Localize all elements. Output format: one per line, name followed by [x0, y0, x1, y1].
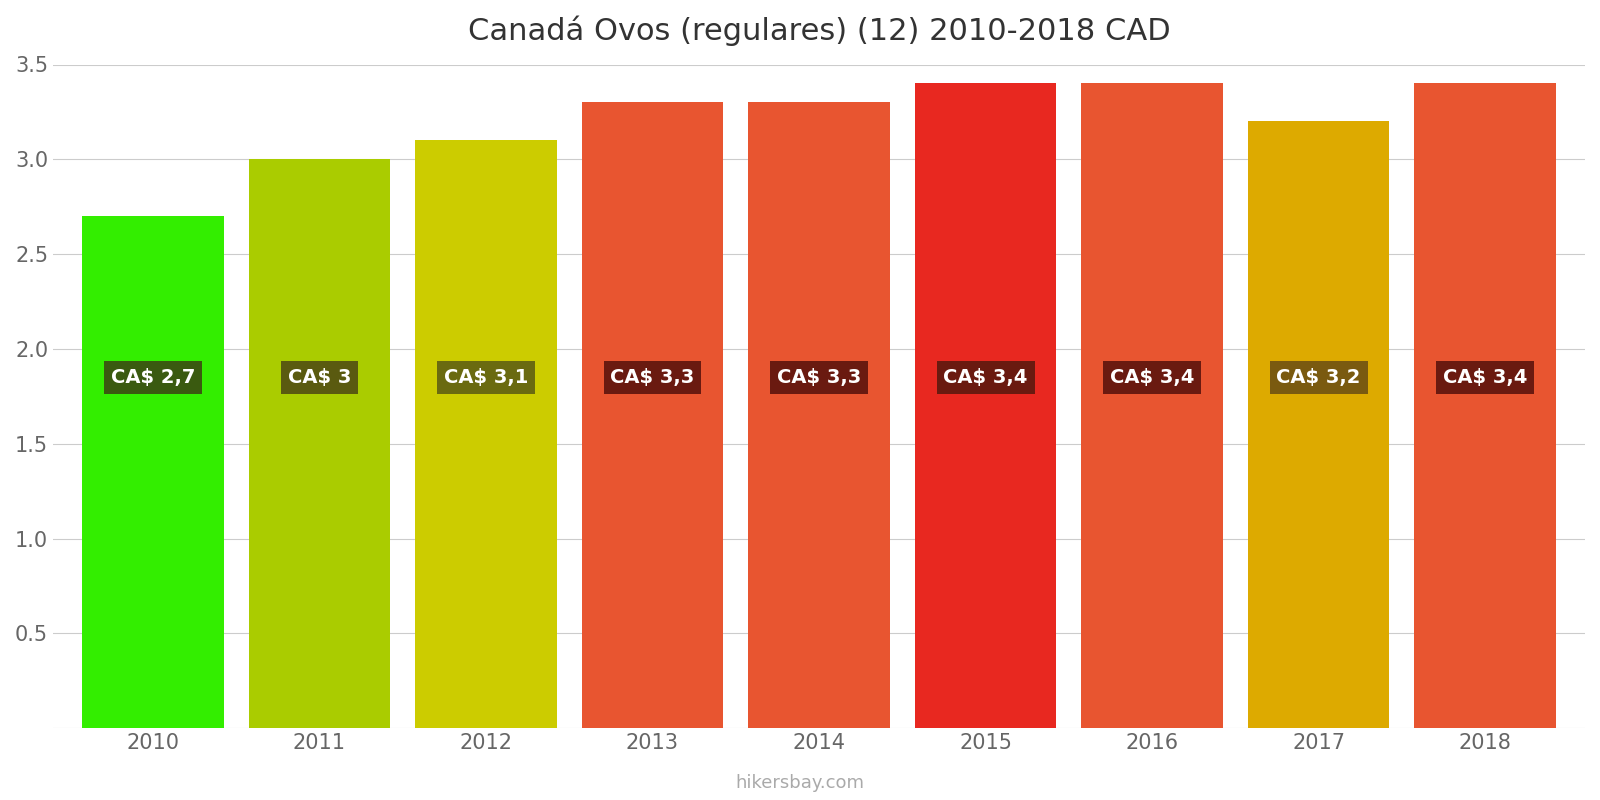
Text: CA$ 3,4: CA$ 3,4: [1443, 368, 1528, 387]
Bar: [1082, 83, 1222, 728]
Bar: [749, 102, 890, 728]
Text: CA$ 2,7: CA$ 2,7: [110, 368, 195, 387]
Text: CA$ 3,2: CA$ 3,2: [1277, 368, 1360, 387]
Text: CA$ 3,1: CA$ 3,1: [443, 368, 528, 387]
Text: CA$ 3,3: CA$ 3,3: [610, 368, 694, 387]
Text: CA$ 3,4: CA$ 3,4: [944, 368, 1027, 387]
Text: CA$ 3: CA$ 3: [288, 368, 350, 387]
Text: CA$ 3,4: CA$ 3,4: [1110, 368, 1194, 387]
Bar: [1414, 83, 1555, 728]
Bar: [582, 102, 723, 728]
Bar: [248, 159, 390, 728]
Text: hikersbay.com: hikersbay.com: [736, 774, 864, 792]
Text: CA$ 3,3: CA$ 3,3: [778, 368, 861, 387]
Bar: [414, 140, 557, 728]
Title: Canadá Ovos (regulares) (12) 2010-2018 CAD: Canadá Ovos (regulares) (12) 2010-2018 C…: [467, 15, 1170, 46]
Bar: [82, 216, 224, 728]
Bar: [1248, 122, 1389, 728]
Bar: [915, 83, 1056, 728]
